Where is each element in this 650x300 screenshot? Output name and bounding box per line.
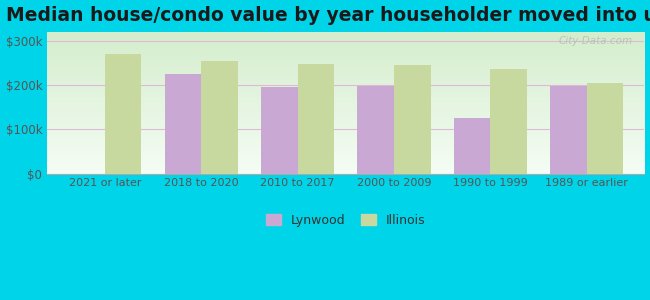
Legend: Lynwood, Illinois: Lynwood, Illinois	[266, 214, 425, 227]
Bar	[298, 64, 334, 174]
Bar	[202, 61, 238, 174]
Title: Median house/condo value by year householder moved into unit: Median house/condo value by year househo…	[6, 6, 650, 25]
Text: City-Data.com: City-Data.com	[558, 36, 632, 46]
Bar	[105, 54, 142, 174]
Bar	[587, 83, 623, 174]
Bar	[164, 74, 202, 174]
Bar	[394, 65, 430, 174]
Bar	[490, 69, 527, 174]
Bar	[454, 118, 490, 174]
Bar	[550, 86, 587, 174]
Bar	[358, 86, 394, 174]
Bar	[261, 87, 298, 174]
